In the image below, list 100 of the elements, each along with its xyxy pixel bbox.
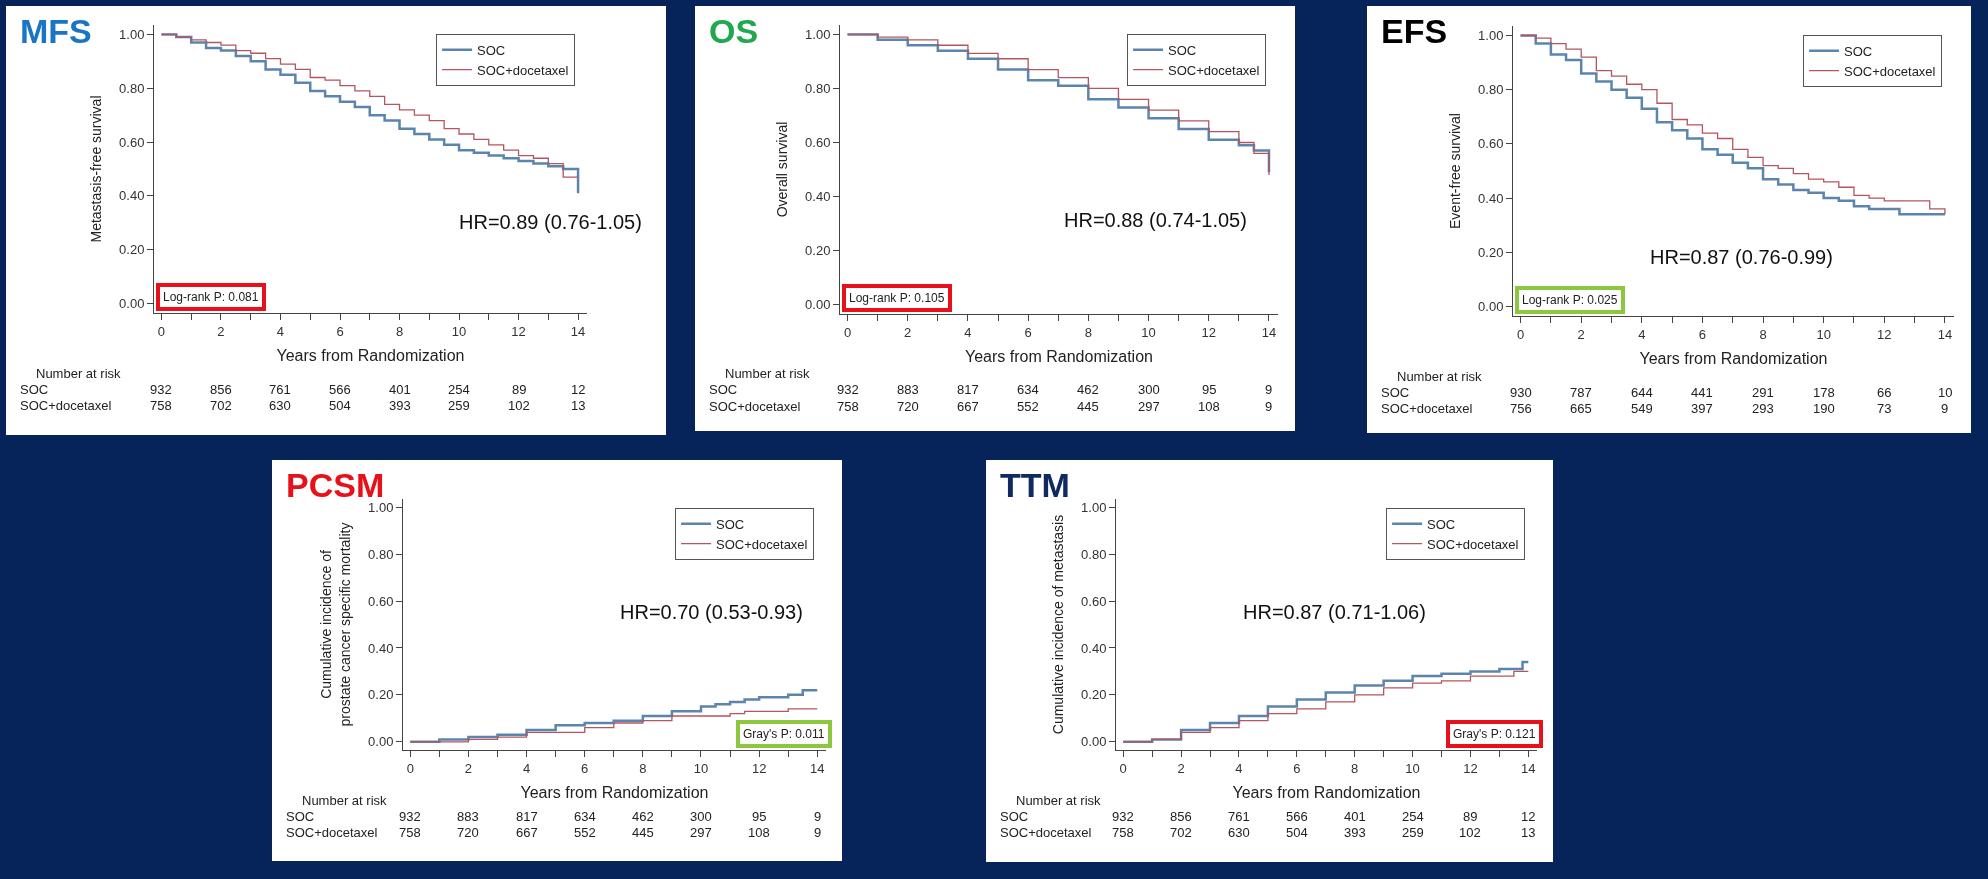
text: 13	[1521, 825, 1536, 840]
y-tick-label: 0.20	[1478, 244, 1504, 260]
text: 66	[1877, 385, 1892, 400]
text: 102	[508, 398, 530, 413]
y-tick-label: 0.00	[1081, 734, 1107, 750]
y-tick-label: 0.00	[368, 734, 394, 750]
x-tick-label: 14	[1937, 326, 1953, 342]
text: Number at risk	[1397, 369, 1483, 384]
x-tick-label: 6	[581, 760, 589, 776]
x-tick-label: 12	[1201, 324, 1216, 340]
annotation: Gray's P: 0.011	[743, 727, 825, 741]
y-tick-label: 0.80	[1478, 82, 1504, 98]
y-tick-label: 0.80	[1081, 546, 1107, 562]
y-tick-label: 1.00	[1081, 499, 1107, 515]
text: 761	[1228, 809, 1250, 824]
y-tick-label: 0.40	[119, 188, 145, 204]
x-tick-label: 2	[217, 323, 225, 339]
y-axis-title: Overall survival	[773, 121, 790, 218]
text: 9	[1941, 401, 1949, 416]
legend-label: SOC+docetaxel	[1844, 63, 1936, 79]
x-axis-title: Years from Randomization	[276, 347, 465, 365]
x-tick-label: 8	[1084, 324, 1092, 340]
legend-label: SOC	[1168, 42, 1197, 58]
y-tick-label: 0.00	[119, 296, 145, 312]
legend-label: SOC	[477, 42, 506, 58]
text: 930	[1510, 385, 1532, 400]
text: 856	[1170, 809, 1192, 824]
x-tick-label: 4	[1638, 326, 1646, 342]
annotation: HR=0.89 (0.76-1.05)	[459, 211, 642, 233]
text: 9	[1265, 399, 1273, 414]
text: Number at risk	[725, 366, 811, 381]
text: 12	[1521, 809, 1536, 824]
text: 13	[571, 398, 586, 413]
text: 932	[150, 382, 172, 397]
legend-label: SOC	[1427, 516, 1456, 532]
x-tick-label: 14	[570, 323, 586, 339]
chart-title: MFS	[20, 12, 92, 50]
y-tick-label: 0.20	[805, 243, 831, 259]
x-axis-title: Years from Randomization	[1639, 350, 1828, 368]
x-tick-label: 10	[1816, 326, 1831, 342]
text: 89	[512, 382, 527, 397]
text: 393	[1344, 825, 1366, 840]
text: 259	[1402, 825, 1424, 840]
annotation: Log-rank P: 0.025	[1522, 293, 1618, 307]
text: 758	[150, 398, 172, 413]
annotation: Log-rank P: 0.105	[849, 291, 945, 305]
x-tick-label: 12	[1877, 326, 1892, 342]
text: 630	[1228, 825, 1250, 840]
x-tick-label: 10	[1141, 324, 1156, 340]
y-tick-label: 0.80	[368, 546, 394, 562]
x-tick-label: 4	[1235, 760, 1243, 776]
text: 883	[457, 809, 479, 824]
y-tick-label: 0.20	[368, 687, 394, 703]
text: Number at risk	[1016, 793, 1102, 808]
legend-label: SOC	[1844, 43, 1873, 59]
x-tick-label: 8	[395, 323, 404, 339]
x-tick-label: 0	[1119, 760, 1127, 776]
x-tick-label: 14	[810, 760, 825, 776]
text: 634	[1017, 382, 1039, 397]
text: SOC+docetaxel	[1000, 825, 1092, 840]
x-tick-label: 6	[1698, 326, 1707, 342]
text: 932	[1112, 809, 1134, 824]
y-tick-label: 0.40	[1478, 190, 1504, 206]
text: 9	[814, 825, 822, 840]
text: 787	[1570, 385, 1592, 400]
legend-label: SOC+docetaxel	[1168, 62, 1260, 78]
text: 758	[1112, 825, 1134, 840]
text: 644	[1631, 385, 1653, 400]
y-tick-label: 0.60	[368, 593, 394, 609]
text: 883	[897, 382, 919, 397]
x-tick-label: 12	[511, 323, 526, 339]
legend-label: SOC+docetaxel	[477, 62, 569, 78]
text: SOC+docetaxel	[709, 399, 801, 414]
y-tick-label: 1.00	[805, 27, 831, 42]
text: 634	[574, 809, 596, 824]
y-tick-label: 0.80	[119, 80, 145, 96]
text: 293	[1752, 401, 1774, 416]
text: 259	[448, 398, 470, 413]
legend-label: SOC	[716, 516, 745, 532]
y-tick-label: 0.20	[1081, 687, 1107, 703]
text: 108	[748, 825, 770, 840]
text: SOC+docetaxel	[286, 825, 378, 840]
text: 9	[1265, 382, 1273, 397]
text: 758	[837, 399, 859, 414]
y-tick-label: 0.00	[805, 297, 831, 313]
x-tick-label: 4	[522, 760, 531, 776]
text: 178	[1813, 385, 1835, 400]
text: 393	[389, 398, 411, 413]
text: 462	[632, 809, 654, 824]
text: 401	[389, 382, 411, 397]
text: 761	[269, 382, 291, 397]
x-tick-label: 10	[693, 760, 709, 776]
chart-title: EFS	[1381, 12, 1448, 50]
text: SOC	[1000, 809, 1029, 824]
y-axis-title: Cumulative incidence of metastasis	[1049, 514, 1066, 735]
text: Number at risk	[302, 793, 388, 808]
text: 10	[1938, 385, 1953, 400]
x-tick-label: 10	[451, 323, 467, 339]
x-tick-label: 6	[336, 323, 344, 339]
text: 254	[448, 382, 470, 397]
